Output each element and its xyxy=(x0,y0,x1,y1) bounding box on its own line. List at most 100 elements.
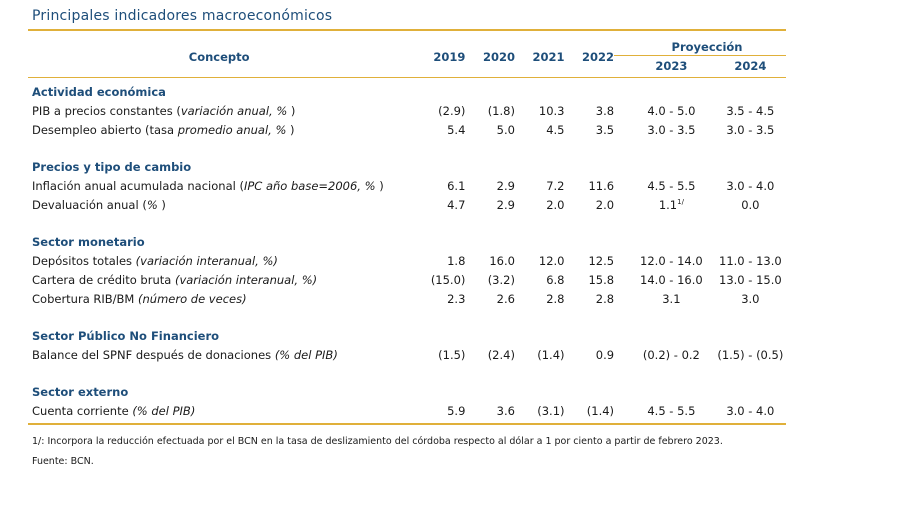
year-value: 1.8 xyxy=(447,253,466,268)
year-value: (3.2) xyxy=(487,272,515,287)
projection-2024: 13.0 - 15.0 xyxy=(719,272,782,287)
projection-value: 4.5 - 5.5 xyxy=(647,178,696,193)
row-label-italic: (variación interanual, %) xyxy=(174,272,318,287)
year-value: 2.3 xyxy=(447,291,466,306)
section-title: Sector monetario xyxy=(32,234,145,249)
year-value: 2.8 xyxy=(546,291,565,306)
row-label: PIB a precios constantes (variación anua… xyxy=(28,101,410,120)
year-value: 4.5 xyxy=(546,122,565,137)
row-label-italic: (variación interanual, %) xyxy=(135,253,278,268)
projection-2023: 12.0 - 14.0 xyxy=(614,251,715,270)
table-row: Devaluación anual (% ) 4.7 2.9 2.0 2.0 1.11/0… xyxy=(28,195,786,214)
projection-2023: 3.0 - 3.5 xyxy=(614,120,715,139)
bottom-rule xyxy=(28,423,786,425)
projection-value: 4.0 - 5.0 xyxy=(647,103,696,118)
row-label-text: Balance del SPNF después de donaciones xyxy=(32,347,275,362)
table-row: Cuenta corriente (% del PIB) 5.9 3.6 (3.1) (… xyxy=(28,401,786,420)
year-value: 3.8 xyxy=(595,103,615,118)
projection-2023: 1.11/ xyxy=(614,195,715,214)
section-title: Precios y tipo de cambio xyxy=(32,159,192,174)
projection-2024: 3.0 - 4.0 xyxy=(726,403,775,418)
row-label: Depósitos totales (variación interanual,… xyxy=(28,251,410,270)
row-label-end: ) xyxy=(157,197,166,212)
section-title: Sector Público No Financiero xyxy=(32,328,220,343)
projection-value: 3.0 - 3.5 xyxy=(647,122,696,137)
row-label-end: ) xyxy=(286,122,295,137)
row-label: Inflación anual acumulada nacional (IPC … xyxy=(28,176,410,195)
year-value: 7.2 xyxy=(546,178,565,193)
projection-value: 14.0 - 16.0 xyxy=(640,272,703,287)
year-value: (1.4) xyxy=(586,403,615,418)
row-label-text: Cuenta corriente xyxy=(32,403,133,418)
year-value: 5.0 xyxy=(496,122,515,137)
table-row: Depósitos totales (variación interanual,… xyxy=(28,251,786,270)
year-value: 6.8 xyxy=(546,272,565,287)
spacer-row xyxy=(28,308,786,326)
projection-2023: 4.5 - 5.5 xyxy=(614,176,715,195)
top-rule xyxy=(28,29,786,31)
header-proj-year: 2023 xyxy=(655,58,688,73)
projection-2024: 3.0 - 4.0 xyxy=(726,178,775,193)
row-label-italic: (número de veces) xyxy=(138,291,247,306)
table-row: Cartera de crédito bruta (variación inte… xyxy=(28,270,786,289)
year-value: 16.0 xyxy=(489,253,515,268)
year-value: 2.6 xyxy=(496,291,515,306)
year-value: (1.8) xyxy=(487,103,515,118)
projection-value: (0.2) - 0.2 xyxy=(642,347,700,362)
row-label: Devaluación anual (% ) xyxy=(28,195,410,214)
projection-value: 4.5 - 5.5 xyxy=(647,403,696,418)
header-concepto: Concepto xyxy=(188,50,250,64)
table-title: Principales indicadores macroeconómicos xyxy=(32,8,333,24)
row-label-italic: promedio anual, % xyxy=(177,122,287,137)
row-label-end: ) xyxy=(375,178,384,193)
year-value: 11.6 xyxy=(588,178,615,193)
section-title: Actividad económica xyxy=(32,84,166,99)
footnote-ref: 1/ xyxy=(677,197,684,206)
year-value: 3.6 xyxy=(496,403,515,418)
header-row-2: 2023 2024 xyxy=(28,55,786,76)
row-label-text: PIB a precios constantes ( xyxy=(32,103,181,118)
row-label-text: Inflación anual acumulada nacional ( xyxy=(32,178,244,193)
section-title: Sector externo xyxy=(32,384,129,399)
year-value: 12.5 xyxy=(588,253,615,268)
source-note: Fuente: BCN. xyxy=(32,456,94,467)
year-value: (1.5) xyxy=(438,347,466,362)
year-value: 3.5 xyxy=(595,122,615,137)
year-value: 2.9 xyxy=(496,197,515,212)
row-label: Cuenta corriente (% del PIB) xyxy=(28,401,410,420)
row-label-italic: (% del PIB) xyxy=(274,347,338,362)
year-value: 2.0 xyxy=(595,197,615,212)
row-label-italic: % xyxy=(146,197,158,212)
section-row: Actividad económica xyxy=(28,82,786,101)
projection-2024: 3.0 - 3.5 xyxy=(726,122,775,137)
header-year: 2022 xyxy=(582,50,615,64)
year-value: 15.8 xyxy=(588,272,615,287)
year-value: (1.4) xyxy=(537,347,565,362)
projection-value: 12.0 - 14.0 xyxy=(640,253,703,268)
row-label-text: Cobertura RIB/BM xyxy=(32,291,139,306)
footnote: 1/: Incorpora la reducción efectuada por… xyxy=(32,436,723,447)
year-value: 5.9 xyxy=(447,403,466,418)
table-row: Inflación anual acumulada nacional (IPC … xyxy=(28,176,786,195)
projection-2023: 3.1 xyxy=(614,289,715,308)
year-value: 12.0 xyxy=(538,253,565,268)
spacer-row xyxy=(28,214,786,232)
projection-2024: (1.5) - (0.5) xyxy=(717,347,784,362)
projection-2024: 3.5 - 4.5 xyxy=(726,103,775,118)
projection-2024: 0.0 xyxy=(741,197,760,212)
row-label: Cartera de crédito bruta (variación inte… xyxy=(28,270,410,289)
year-value: 0.9 xyxy=(595,347,615,362)
projection-2024: 11.0 - 13.0 xyxy=(719,253,782,268)
table-row: Balance del SPNF después de donaciones (… xyxy=(28,345,786,364)
year-value: 10.3 xyxy=(538,103,565,118)
row-label-italic: (% del PIB) xyxy=(132,403,196,418)
header-proyeccion: Proyección xyxy=(671,39,743,54)
year-value: (15.0) xyxy=(430,272,466,287)
row-label-text: Devaluación anual ( xyxy=(32,197,147,212)
projection-2023: 4.0 - 5.0 xyxy=(614,101,715,120)
projection-2023: 4.5 - 5.5 xyxy=(614,401,715,420)
projection-2023: 14.0 - 16.0 xyxy=(614,270,715,289)
table-row: Desempleo abierto (tasa promedio anual, … xyxy=(28,120,786,139)
row-label: Balance del SPNF después de donaciones (… xyxy=(28,345,410,364)
row-label: Desempleo abierto (tasa promedio anual, … xyxy=(28,120,410,139)
